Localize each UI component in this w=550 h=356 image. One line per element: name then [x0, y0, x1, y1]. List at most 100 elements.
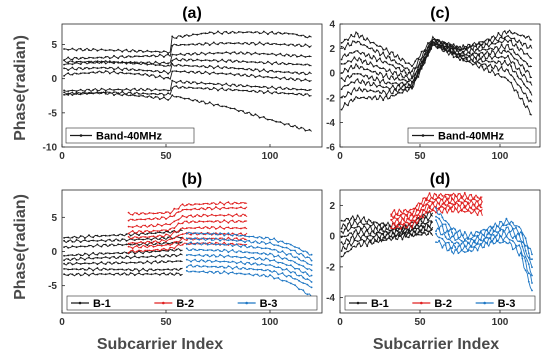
data-point	[350, 226, 353, 229]
data-point	[202, 220, 205, 223]
data-point	[479, 196, 482, 199]
data-point	[379, 237, 381, 240]
data-point	[163, 56, 165, 58]
data-point	[188, 81, 190, 84]
data-point	[404, 87, 407, 89]
data-point	[165, 233, 167, 236]
data-point	[382, 86, 385, 89]
data-point	[306, 256, 309, 258]
data-point	[154, 232, 157, 235]
data-point	[163, 77, 165, 80]
data-point	[208, 73, 211, 75]
data-point	[185, 232, 188, 235]
data-point	[476, 207, 479, 210]
data-point	[287, 32, 290, 35]
data-point	[518, 240, 521, 243]
data-point	[223, 238, 226, 240]
data-point	[531, 253, 533, 256]
y-tick-label: 0	[329, 232, 335, 243]
data-point	[465, 47, 468, 50]
data-point	[179, 267, 182, 270]
data-point	[419, 202, 421, 205]
data-point	[444, 242, 447, 245]
data-point	[531, 274, 533, 277]
data-point	[158, 268, 161, 271]
data-point	[79, 60, 82, 63]
data-point	[411, 87, 413, 90]
data-point	[71, 47, 74, 50]
data-point	[406, 218, 409, 220]
data-point	[240, 250, 242, 253]
data-point	[152, 245, 155, 248]
data-point	[356, 65, 359, 68]
data-point	[175, 248, 178, 251]
legend: B-1 B-2 B-3	[66, 295, 318, 311]
data-point	[412, 216, 415, 219]
data-point	[484, 63, 487, 66]
data-point	[146, 260, 149, 263]
data-point	[152, 225, 155, 228]
data-point	[221, 84, 224, 87]
data-point	[221, 87, 224, 89]
data-point	[385, 86, 388, 88]
data-point	[420, 224, 423, 227]
data-point	[173, 227, 176, 230]
data-point	[524, 256, 527, 258]
data-point	[401, 238, 404, 241]
data-point	[340, 255, 343, 258]
data-point	[379, 232, 381, 234]
data-point	[427, 221, 429, 224]
data-point	[491, 60, 493, 63]
data-point	[340, 250, 343, 252]
legend-label: B-2	[434, 298, 452, 310]
data-point	[208, 59, 211, 62]
data-point	[179, 249, 182, 252]
data-point	[356, 89, 359, 92]
data-point	[494, 37, 497, 39]
data-point	[471, 48, 474, 51]
data-point	[156, 248, 159, 251]
data-point	[404, 88, 407, 91]
data-point	[363, 234, 365, 236]
data-point	[499, 229, 501, 232]
data-point	[481, 41, 484, 43]
data-point	[96, 256, 99, 259]
data-point	[190, 241, 192, 244]
data-point	[67, 49, 70, 51]
data-point	[79, 241, 82, 244]
data-point	[148, 212, 151, 214]
data-point	[359, 245, 362, 248]
data-point	[375, 90, 378, 93]
x-tick-label: 50	[160, 151, 172, 162]
data-point	[233, 83, 236, 86]
data-point	[518, 226, 521, 228]
data-point	[495, 231, 498, 234]
data-point	[306, 273, 309, 275]
data-point	[289, 249, 292, 252]
data-point	[71, 258, 74, 260]
data-point	[505, 241, 508, 244]
data-point	[163, 261, 165, 263]
data-point	[471, 60, 474, 62]
data-point	[492, 237, 495, 240]
data-point	[468, 52, 471, 55]
data-point	[431, 209, 434, 212]
data-point	[398, 91, 401, 94]
data-point	[388, 229, 391, 232]
data-point	[343, 84, 346, 87]
data-point	[304, 36, 307, 38]
data-point	[441, 216, 444, 219]
data-point	[502, 230, 505, 233]
data-point	[217, 43, 219, 46]
data-point	[460, 233, 463, 236]
data-point	[273, 259, 276, 261]
data-point	[192, 65, 194, 67]
data-point	[108, 88, 111, 90]
data-point	[390, 226, 393, 229]
data-point	[84, 268, 86, 271]
data-point	[411, 70, 413, 73]
data-point	[156, 244, 159, 247]
data-point	[401, 227, 404, 230]
data-point	[523, 52, 525, 55]
data-point	[219, 261, 222, 263]
